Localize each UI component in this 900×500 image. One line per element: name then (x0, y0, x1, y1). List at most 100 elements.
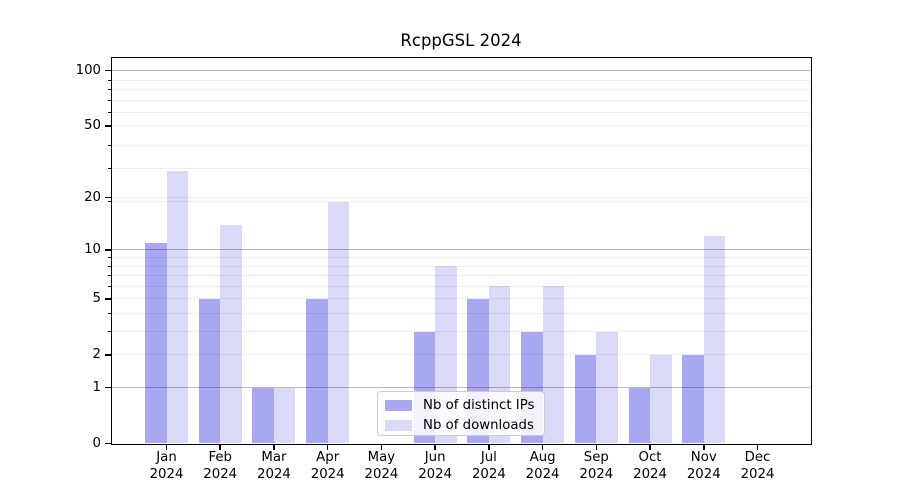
x-tick-label: Apr 2024 (296, 450, 360, 483)
y-axis-minor-tick (107, 145, 111, 147)
x-tick-year: 2024 (310, 466, 345, 482)
x-tick-month: Oct (638, 450, 662, 465)
x-tick-label: Jul 2024 (457, 450, 521, 483)
y-axis-minor-tick (107, 112, 111, 114)
y-gridline-minor (112, 89, 811, 91)
x-axis-tick (380, 445, 383, 450)
y-gridline-minor (112, 257, 811, 258)
y-axis-minor-tick (107, 331, 111, 333)
x-tick-month: Dec (744, 450, 771, 465)
x-tick-year: 2024 (686, 466, 721, 482)
x-tick-month: Jul (480, 450, 497, 465)
x-tick-year: 2024 (471, 466, 506, 482)
x-axis-tick (165, 445, 168, 450)
y-gridline-minor (112, 354, 811, 356)
bar-apr-downloads (327, 201, 350, 444)
y-gridline-minor (112, 285, 811, 287)
y-axis-tick (105, 249, 111, 251)
y-axis-minor-tick (107, 257, 111, 258)
y-axis-minor-tick (107, 275, 111, 277)
x-axis-tick (219, 445, 221, 450)
y-gridline-minor (112, 112, 811, 114)
x-tick-month: Jan (156, 450, 177, 465)
legend-swatch-icon (385, 420, 412, 431)
x-tick-year: 2024 (525, 466, 560, 482)
x-tick-label: Jan 2024 (135, 450, 199, 483)
legend: Nb of distinct IPs Nb of downloads (377, 391, 545, 436)
y-axis-minor-tick (107, 354, 111, 356)
bar-sep-downloads (596, 331, 618, 444)
x-tick-year: 2024 (418, 466, 453, 482)
bar-oct-distinct-ips (628, 387, 651, 444)
bar-nov-downloads (703, 236, 726, 444)
y-gridline-minor (112, 298, 811, 300)
x-tick-month: Feb (208, 450, 232, 465)
y-gridline-minor (112, 201, 811, 202)
x-tick-label: Sep 2024 (564, 450, 628, 483)
x-tick-label: Aug 2024 (511, 450, 575, 483)
y-gridline-minor (112, 145, 811, 147)
x-axis-tick (326, 445, 329, 450)
y-axis-minor-tick (107, 298, 111, 300)
plot-spine-right (810, 56, 812, 445)
x-tick-year: 2024 (203, 466, 238, 482)
chart-title: RcppGSL 2024 (400, 31, 522, 50)
y-axis-minor-tick (107, 99, 111, 101)
x-axis-tick (488, 445, 490, 450)
y-axis-minor-tick (107, 312, 111, 314)
x-axis-tick (756, 445, 759, 450)
bar-aug-downloads (542, 286, 565, 444)
y-gridline-minor (112, 168, 811, 170)
y-gridline-minor (112, 331, 811, 333)
x-tick-month: Sep (583, 450, 609, 465)
plot-spine-left (110, 56, 112, 445)
x-tick-year: 2024 (257, 466, 291, 482)
x-tick-label: Nov 2024 (672, 450, 736, 483)
y-tick-label: 5 (92, 290, 101, 306)
x-tick-month: Mar (261, 450, 287, 465)
x-tick-label: Feb 2024 (188, 450, 252, 483)
bar-feb-distinct-ips (198, 298, 221, 444)
x-tick-year: 2024 (740, 466, 775, 482)
bar-nov-distinct-ips (682, 354, 704, 444)
x-tick-year: 2024 (149, 466, 184, 482)
x-tick-year: 2024 (579, 466, 614, 482)
y-axis-minor-tick (107, 168, 111, 170)
plot-spine-bottom (110, 443, 812, 445)
y-gridline-minor (112, 125, 811, 127)
y-gridline-major (112, 70, 811, 72)
y-tick-label: 100 (75, 62, 101, 78)
y-gridline-minor (112, 265, 811, 267)
y-axis-tick (105, 69, 111, 72)
x-tick-month: Nov (690, 450, 717, 465)
bar-mar-distinct-ips (252, 387, 274, 444)
y-tick-label: 0 (92, 435, 101, 451)
x-axis-tick (273, 445, 275, 450)
x-tick-label: Oct 2024 (618, 450, 682, 483)
bar-jan-distinct-ips (145, 242, 167, 444)
legend-swatch-icon (385, 400, 412, 411)
y-axis-minor-tick (107, 197, 111, 199)
legend-item: Nb of distinct IPs (385, 397, 538, 414)
x-axis-tick (434, 445, 436, 450)
x-tick-month: Apr (316, 450, 340, 465)
x-tick-label: Jun 2024 (403, 450, 467, 483)
x-tick-label: Mar 2024 (242, 450, 306, 483)
legend-label: Nb of distinct IPs (423, 398, 535, 413)
x-axis-tick (595, 445, 598, 450)
y-gridline-minor (112, 79, 811, 81)
bar-apr-distinct-ips (306, 298, 328, 444)
y-gridline-minor (112, 197, 811, 199)
x-tick-label: Dec 2024 (725, 450, 789, 483)
y-gridline-minor (112, 99, 811, 101)
y-axis-minor-tick (107, 285, 111, 287)
y-tick-label: 1 (92, 379, 101, 395)
y-axis-minor-tick (107, 125, 111, 127)
y-axis-tick (105, 442, 111, 445)
x-axis-tick (703, 445, 705, 450)
y-gridline-major (112, 387, 811, 388)
y-tick-label: 50 (84, 117, 101, 133)
y-axis-minor-tick (107, 201, 111, 202)
y-tick-label: 20 (84, 189, 101, 205)
